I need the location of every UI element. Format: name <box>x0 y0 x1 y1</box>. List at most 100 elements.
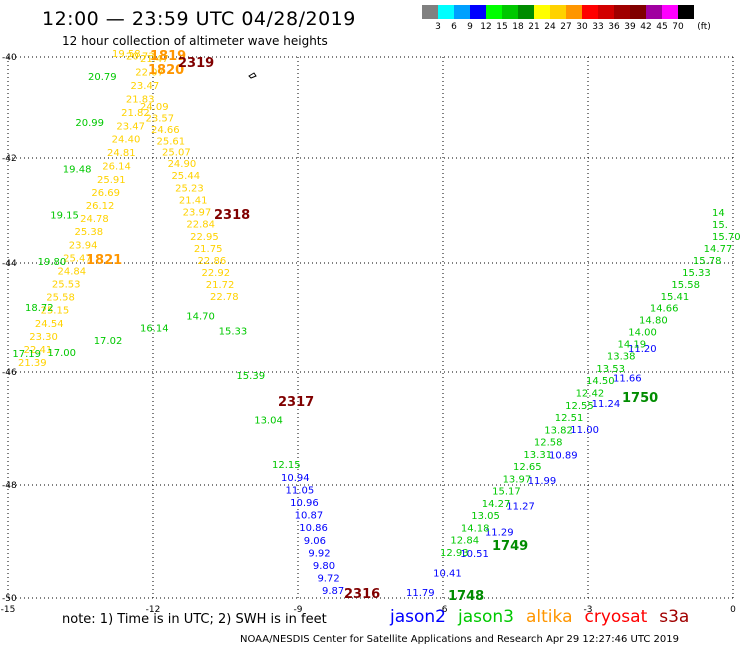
wave-height-label: 21.72 <box>206 280 235 291</box>
wave-height-label: 24.54 <box>35 319 64 330</box>
wave-height-label: 17.19 <box>12 349 41 360</box>
wave-height-label: 25.47 <box>63 253 92 264</box>
wave-height-label: 15.39 <box>236 371 265 382</box>
y-tick-label: -50 <box>2 594 17 604</box>
wave-height-label: 11.24 <box>592 399 621 410</box>
wave-height-label: 25.53 <box>52 280 81 291</box>
wave-height-label: 21.83 <box>126 94 155 105</box>
wave-height-label: 23.94 <box>69 240 98 251</box>
wave-height-label: 10.86 <box>299 523 328 534</box>
scale-swatch <box>518 5 534 19</box>
wave-height-label: 14.66 <box>650 304 679 315</box>
wave-height-label: 11.27 <box>506 502 535 513</box>
wave-height-label: 23.97 <box>183 208 212 219</box>
wave-height-label: 12.55 <box>565 401 594 412</box>
scale-swatch <box>470 5 486 19</box>
wave-height-label: 13.97 <box>503 474 532 485</box>
wave-height-label: 22.41 <box>24 345 53 356</box>
pass-time-label: 2317 <box>278 395 314 410</box>
wave-height-label: 22.84 <box>186 220 215 231</box>
wave-height-label: 25.58 <box>46 293 75 304</box>
wave-height-label: 15.17 <box>492 487 521 498</box>
wave-height-label: 23.57 <box>146 113 175 124</box>
wave-height-label: 11.20 <box>628 344 657 355</box>
legend-item-jason2: jason2 <box>390 607 446 627</box>
wave-height-label: 21.41 <box>179 195 208 206</box>
pass-time-label: 1820 <box>148 63 184 78</box>
wave-height-label: 19.58 <box>112 49 141 60</box>
wave-height-label: 10.89 <box>549 450 578 461</box>
page-subtitle: 12 hour collection of altimeter wave hei… <box>62 34 328 48</box>
axis-ticks: -15 -12 -9 -6 -3 0 -40 -42 -44 -46 -48 -50 <box>1 53 736 615</box>
wave-height-label: 19.48 <box>63 164 92 175</box>
y-tick-label: -46 <box>2 368 17 378</box>
wave-height-label: 9.72 <box>317 573 339 584</box>
wave-height-label: 13.53 <box>596 364 625 375</box>
scale-label: 36 <box>608 22 620 32</box>
wave-height-label: 24.78 <box>80 214 109 225</box>
wave-height-label: 26.69 <box>91 188 120 199</box>
page-title: 12:00 — 23:59 UTC 04/28/2019 <box>42 8 356 30</box>
wave-height-label: 15.33 <box>682 268 711 279</box>
wave-height-label: 24.09 <box>140 102 169 113</box>
wave-height-label: 23.47 <box>116 121 145 132</box>
wave-height-label: 10.94 <box>281 473 310 484</box>
wave-height-label: 12.58 <box>534 438 563 449</box>
x-tick-label: -3 <box>584 605 593 615</box>
scale-label: 45 <box>656 22 668 32</box>
wave-height-label: 24.84 <box>58 266 87 277</box>
wave-height-label: 14.00 <box>628 328 657 339</box>
pass-time-label: 2318 <box>214 208 250 223</box>
scale-swatch <box>646 5 662 19</box>
wave-height-label: 11.05 <box>286 486 315 497</box>
wave-height-label: 15. <box>712 220 728 231</box>
wave-height-label: 14.70 <box>186 311 215 322</box>
wave-height-label: 26.14 <box>102 162 131 173</box>
y-tick-label: -40 <box>2 53 17 63</box>
scale-label: 39 <box>624 22 636 32</box>
wave-height-label: 10.41 <box>433 569 462 580</box>
scale-label: 42 <box>640 22 652 32</box>
legend-item-altika: altika <box>526 607 573 627</box>
scale-swatch <box>598 5 614 19</box>
scale-label: 18 <box>512 22 524 32</box>
wave-height-label: 14.18 <box>461 523 490 534</box>
y-tick-label: -44 <box>2 259 17 269</box>
wave-height-label: 20.99 <box>75 118 104 129</box>
x-tick-label: -9 <box>294 605 303 615</box>
scale-swatch <box>582 5 598 19</box>
wave-height-label: 10.87 <box>295 511 324 522</box>
wave-height-label: 9.87 <box>322 586 344 597</box>
scale-unit: (ft) <box>697 22 711 32</box>
wave-height-label: 25.44 <box>171 171 200 182</box>
wave-height-label: 21.39 <box>18 358 47 369</box>
scale-label: 15 <box>496 22 508 32</box>
wave-height-label: 9.92 <box>308 548 330 559</box>
wave-height-label: 13.31 <box>523 450 552 461</box>
scale-swatch <box>614 5 630 19</box>
wave-height-label: 10.51 <box>460 549 489 560</box>
pass-time-label: 1819 <box>150 49 186 64</box>
wave-height-label: 11.29 <box>485 527 514 538</box>
wave-height-label: 14.19 <box>618 340 647 351</box>
wave-height-label: 25.91 <box>97 175 126 186</box>
wave-height-label: 15.41 <box>661 292 690 303</box>
scale-label: 9 <box>467 22 473 32</box>
wave-height-label: 25.23 <box>175 183 204 194</box>
wave-height-label: 20.79 <box>88 72 117 83</box>
wave-height-label: 10.96 <box>290 498 319 509</box>
wave-height-label: 11.99 <box>528 476 557 487</box>
y-tick-label: -42 <box>2 154 17 164</box>
wave-height-label: 15.70 <box>712 232 740 243</box>
wave-height-label: 23.30 <box>29 332 58 343</box>
wave-height-label: 11.00 <box>570 425 599 436</box>
wave-height-label: 14 <box>712 208 725 219</box>
wave-height-label: 24.90 <box>168 159 197 170</box>
scale-label: 12 <box>480 22 492 32</box>
wave-height-label: 22.95 <box>190 232 219 243</box>
scale-swatch <box>678 5 694 19</box>
wave-height-label: 25.07 <box>162 148 191 159</box>
wave-height-label: 16.14 <box>140 324 169 335</box>
